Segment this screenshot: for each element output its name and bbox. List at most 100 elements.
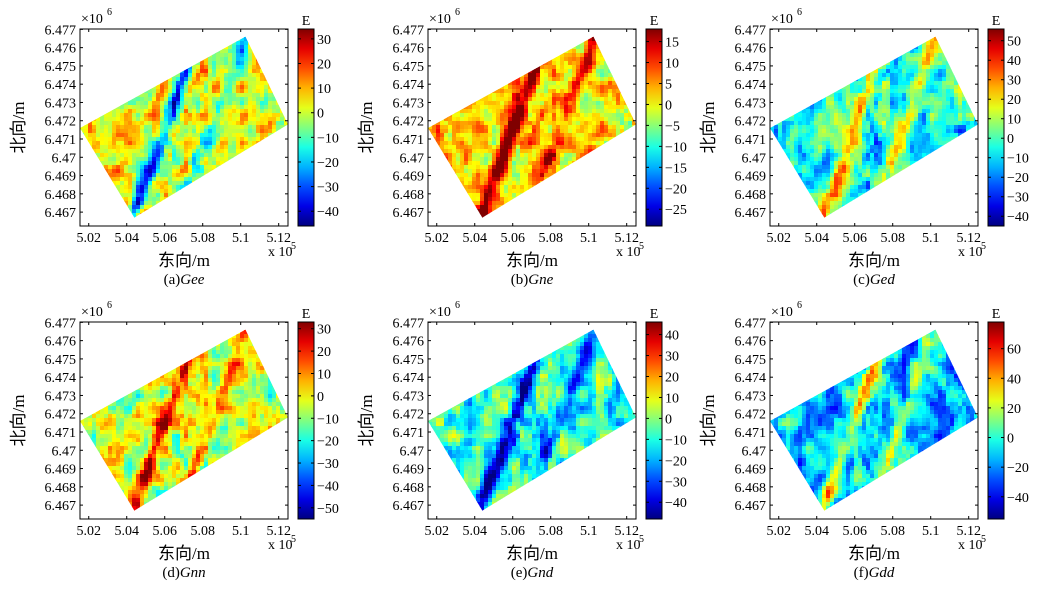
heatmap-cell	[592, 121, 597, 126]
heatmap-cell	[448, 165, 453, 170]
heatmap-cell	[520, 93, 525, 98]
heatmap-cell	[120, 41, 125, 46]
heatmap-cell	[80, 197, 85, 202]
heatmap-cell	[596, 36, 601, 38]
heatmap-cell	[204, 117, 209, 122]
heatmap-cell	[468, 61, 473, 66]
heatmap-cell	[240, 69, 245, 74]
heatmap-cell	[468, 105, 473, 110]
heatmap-cell	[200, 161, 205, 166]
heatmap-cell	[448, 113, 453, 118]
heatmap-cell	[608, 85, 613, 90]
heatmap-cell	[176, 49, 181, 54]
heatmap-cell	[124, 213, 129, 218]
heatmap-cell	[628, 157, 633, 162]
heatmap-cell	[224, 45, 229, 50]
heatmap-cell	[244, 29, 249, 34]
heatmap-cell	[184, 177, 189, 182]
heatmap-cell	[156, 173, 161, 178]
heatmap-cell	[108, 221, 113, 226]
heatmap-cell	[604, 57, 609, 62]
heatmap-cell	[540, 61, 545, 66]
heatmap-cell	[80, 129, 85, 134]
heatmap-cell	[580, 121, 585, 126]
heatmap-cell	[280, 105, 285, 110]
heatmap-cell	[432, 81, 437, 86]
heatmap-cell	[536, 201, 541, 206]
heatmap-cell	[628, 189, 633, 194]
heatmap-cell	[100, 49, 105, 54]
heatmap-cell	[548, 173, 553, 178]
heatmap-cell	[460, 153, 465, 158]
heatmap-cell	[556, 77, 561, 82]
heatmap-cell	[208, 73, 213, 78]
heatmap-cell	[264, 209, 269, 214]
heatmap-cell	[464, 145, 469, 150]
heatmap-cell	[492, 73, 497, 78]
heatmap-cell	[264, 49, 269, 54]
heatmap-cell	[428, 36, 433, 38]
heatmap-cell	[616, 181, 621, 186]
heatmap-cell	[508, 93, 513, 98]
heatmap-cell	[444, 157, 449, 162]
heatmap-cell	[120, 61, 125, 66]
heatmap-cell	[108, 113, 113, 118]
heatmap-cell	[468, 173, 473, 178]
heatmap-cell	[532, 177, 537, 182]
heatmap-cell	[160, 181, 165, 186]
heatmap-cell	[132, 217, 137, 218]
heatmap-cell	[188, 49, 193, 54]
heatmap-cell	[88, 69, 93, 74]
heatmap-cell	[516, 109, 521, 114]
heatmap-cell	[608, 117, 613, 122]
heatmap-cell	[524, 109, 529, 114]
heatmap-cell	[272, 117, 277, 122]
heatmap-cell	[156, 121, 161, 126]
heatmap-cell	[452, 185, 457, 190]
heatmap-cell	[188, 181, 193, 186]
heatmap-cell	[560, 185, 565, 190]
heatmap-cell	[528, 57, 533, 62]
heatmap-cell	[560, 177, 565, 182]
heatmap-cell	[440, 189, 445, 194]
heatmap-cell	[260, 209, 265, 214]
heatmap-cell	[148, 129, 153, 134]
heatmap-cell	[444, 45, 449, 50]
heatmap-cell	[548, 193, 553, 198]
heatmap-cell	[552, 85, 557, 90]
heatmap-cell	[492, 37, 497, 42]
heatmap-cell	[524, 133, 529, 138]
heatmap-cell	[104, 93, 109, 98]
heatmap-cell	[216, 57, 221, 62]
heatmap-cell	[268, 49, 273, 54]
heatmap-cell	[164, 129, 169, 134]
heatmap-cell	[232, 165, 237, 170]
heatmap-cell	[612, 61, 617, 66]
heatmap-cell	[176, 65, 181, 70]
heatmap-cell	[200, 101, 205, 106]
heatmap-cell	[120, 57, 125, 62]
heatmap-cell	[560, 149, 565, 154]
heatmap-cell	[276, 133, 281, 138]
heatmap-cell	[568, 181, 573, 186]
heatmap-cell	[472, 149, 477, 154]
heatmap-cell	[252, 29, 257, 34]
heatmap-cell	[612, 177, 617, 182]
heatmap-cell	[160, 201, 165, 206]
heatmap-cell	[84, 57, 89, 62]
heatmap-cell	[532, 61, 537, 66]
heatmap-cell	[184, 213, 189, 218]
heatmap-cell	[220, 73, 225, 78]
heatmap-cell	[456, 193, 461, 198]
heatmap-cell	[216, 201, 221, 206]
heatmap-cell	[552, 69, 557, 74]
heatmap-cell	[436, 177, 441, 182]
heatmap-cell	[232, 201, 237, 206]
heatmap-cell	[488, 61, 493, 66]
heatmap-cell	[472, 89, 477, 94]
heatmap-cell	[120, 217, 125, 218]
heatmap-cell	[616, 29, 621, 34]
heatmap-cell	[160, 53, 165, 58]
heatmap-cell	[272, 185, 277, 190]
heatmap-cell	[252, 121, 257, 126]
